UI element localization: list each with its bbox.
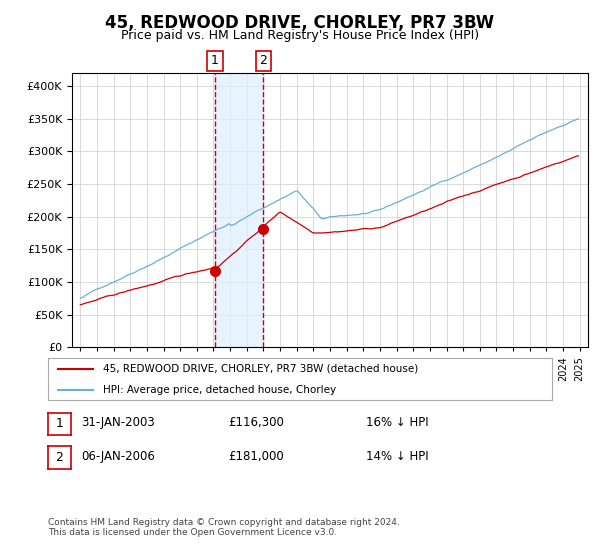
Text: 2: 2 <box>55 451 64 464</box>
Text: 14% ↓ HPI: 14% ↓ HPI <box>366 450 428 463</box>
Text: HPI: Average price, detached house, Chorley: HPI: Average price, detached house, Chor… <box>103 385 337 395</box>
Text: £116,300: £116,300 <box>228 416 284 430</box>
Text: 45, REDWOOD DRIVE, CHORLEY, PR7 3BW (detached house): 45, REDWOOD DRIVE, CHORLEY, PR7 3BW (det… <box>103 364 419 374</box>
Text: 1: 1 <box>55 417 64 431</box>
Text: 1: 1 <box>211 54 219 67</box>
Text: Contains HM Land Registry data © Crown copyright and database right 2024.
This d: Contains HM Land Registry data © Crown c… <box>48 518 400 538</box>
Text: 06-JAN-2006: 06-JAN-2006 <box>81 450 155 463</box>
Text: £181,000: £181,000 <box>228 450 284 463</box>
Text: 45, REDWOOD DRIVE, CHORLEY, PR7 3BW: 45, REDWOOD DRIVE, CHORLEY, PR7 3BW <box>106 14 494 32</box>
Text: 16% ↓ HPI: 16% ↓ HPI <box>366 416 428 430</box>
Text: 2: 2 <box>259 54 268 67</box>
Bar <box>215 73 263 347</box>
Text: 31-JAN-2003: 31-JAN-2003 <box>81 416 155 430</box>
Text: Price paid vs. HM Land Registry's House Price Index (HPI): Price paid vs. HM Land Registry's House … <box>121 29 479 42</box>
